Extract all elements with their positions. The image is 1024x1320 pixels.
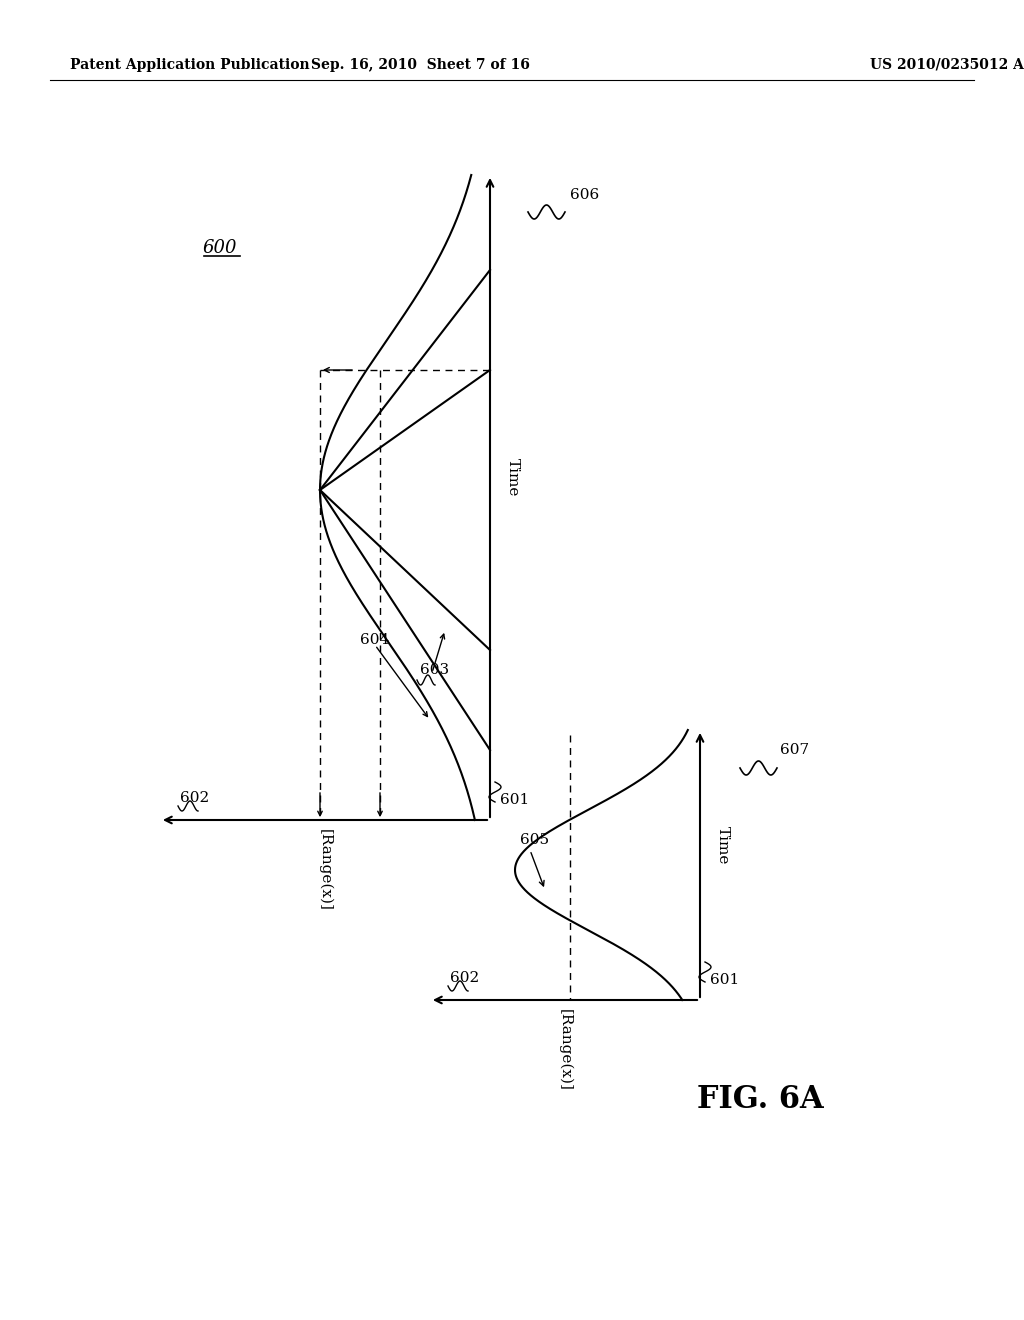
Text: 605: 605 xyxy=(520,833,549,847)
Text: [Range(x)]: [Range(x)] xyxy=(317,829,332,911)
Text: 601: 601 xyxy=(500,793,529,807)
Text: Sep. 16, 2010  Sheet 7 of 16: Sep. 16, 2010 Sheet 7 of 16 xyxy=(310,58,529,73)
Text: US 2010/0235012 A1: US 2010/0235012 A1 xyxy=(870,58,1024,73)
Text: 607: 607 xyxy=(780,743,809,756)
Text: FIG. 6A: FIG. 6A xyxy=(696,1085,823,1115)
Text: 601: 601 xyxy=(710,973,739,987)
Text: 604: 604 xyxy=(360,634,389,647)
Text: Patent Application Publication: Patent Application Publication xyxy=(70,58,309,73)
Text: 606: 606 xyxy=(570,187,599,202)
Text: 600: 600 xyxy=(203,239,238,257)
Text: [Range(x)]: [Range(x)] xyxy=(558,1008,572,1090)
Text: Time: Time xyxy=(506,458,520,496)
Text: 602: 602 xyxy=(180,791,209,805)
Text: Time: Time xyxy=(716,826,730,865)
Text: 602: 602 xyxy=(450,972,479,985)
Text: 603: 603 xyxy=(420,663,450,677)
